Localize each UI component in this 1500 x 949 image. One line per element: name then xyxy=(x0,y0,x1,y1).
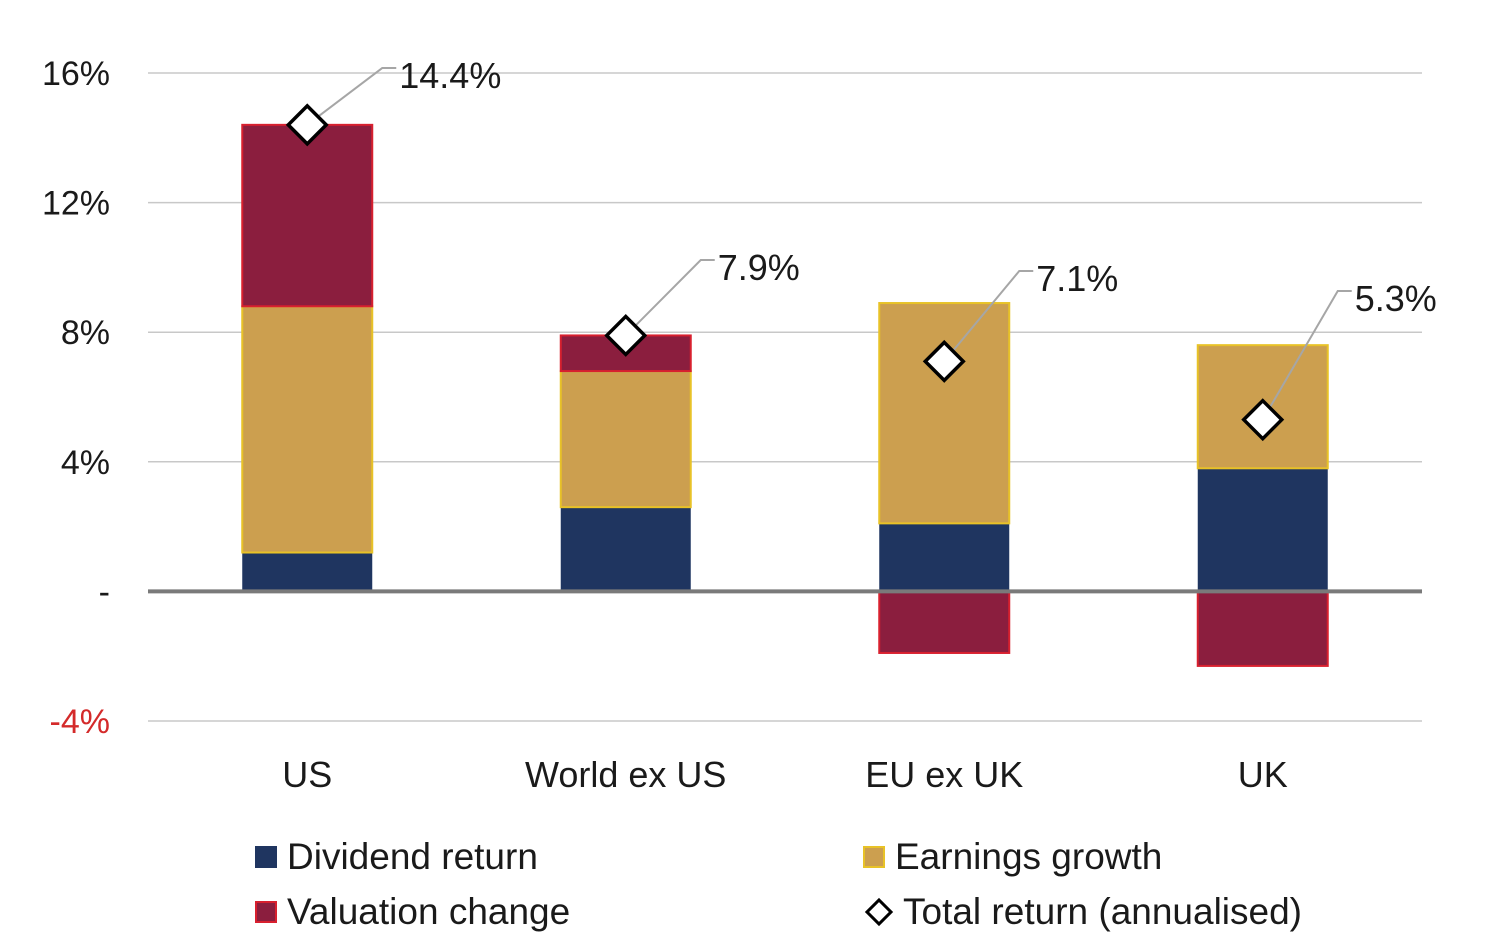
legend-label-dividend: Dividend return xyxy=(287,836,538,877)
bar-dividend xyxy=(1197,468,1328,592)
leader-line xyxy=(943,270,1034,362)
y-tick-label: 4% xyxy=(61,444,110,482)
bar-valuation xyxy=(878,590,1011,654)
legend-label-valuation: Valuation change xyxy=(287,891,571,932)
bar-valuation xyxy=(241,123,374,308)
bar-valuation xyxy=(1196,590,1329,667)
bar-earnings xyxy=(559,370,692,509)
leader-line xyxy=(306,67,397,126)
legend-label-earnings: Earnings growth xyxy=(895,836,1163,877)
data-label: 5.3% xyxy=(1355,278,1437,319)
bar-dividend xyxy=(242,552,373,592)
total-return-marker xyxy=(604,313,648,357)
data-label: 14.4% xyxy=(399,55,501,96)
leader-line xyxy=(1261,290,1352,421)
legend-item-valuation: Valuation change xyxy=(255,887,570,937)
x-tick-label: EU ex UK xyxy=(865,754,1023,795)
bar-earnings xyxy=(241,305,374,554)
y-tick-label: 16% xyxy=(42,55,110,93)
legend: Dividend return Earnings growth Valuatio… xyxy=(255,832,1435,942)
total-return-marker xyxy=(1241,398,1285,442)
y-tick-label: -4% xyxy=(50,703,110,741)
x-tick-label: UK xyxy=(1238,754,1288,795)
total-return-marker xyxy=(922,339,966,383)
y-tick-label: - xyxy=(99,573,110,611)
legend-swatch-dividend xyxy=(255,846,277,868)
legend-item-earnings: Earnings growth xyxy=(863,832,1162,882)
diamond-icon xyxy=(864,897,894,927)
leader-line xyxy=(625,259,715,337)
y-tick-label: 12% xyxy=(42,185,110,223)
legend-swatch-earnings xyxy=(863,846,885,868)
bar-earnings xyxy=(878,302,1011,525)
legend-label-total: Total return (annualised) xyxy=(903,891,1302,932)
bar-dividend xyxy=(879,523,1010,592)
x-tick-label: World ex US xyxy=(525,754,726,795)
data-label: 7.1% xyxy=(1036,258,1118,299)
data-label: 7.9% xyxy=(718,247,800,288)
stacked-bar-chart: -4%-4%8%12%16%US World ex US EU ex UK UK14.… xyxy=(42,55,1437,795)
y-tick-label: 8% xyxy=(61,314,110,352)
bar-dividend xyxy=(560,507,691,592)
legend-item-dividend: Dividend return xyxy=(255,832,538,882)
legend-swatch-valuation xyxy=(255,901,277,923)
x-tick-label: US xyxy=(282,754,332,795)
total-return-marker xyxy=(285,103,329,147)
legend-item-total: Total return (annualised) xyxy=(863,887,1302,937)
